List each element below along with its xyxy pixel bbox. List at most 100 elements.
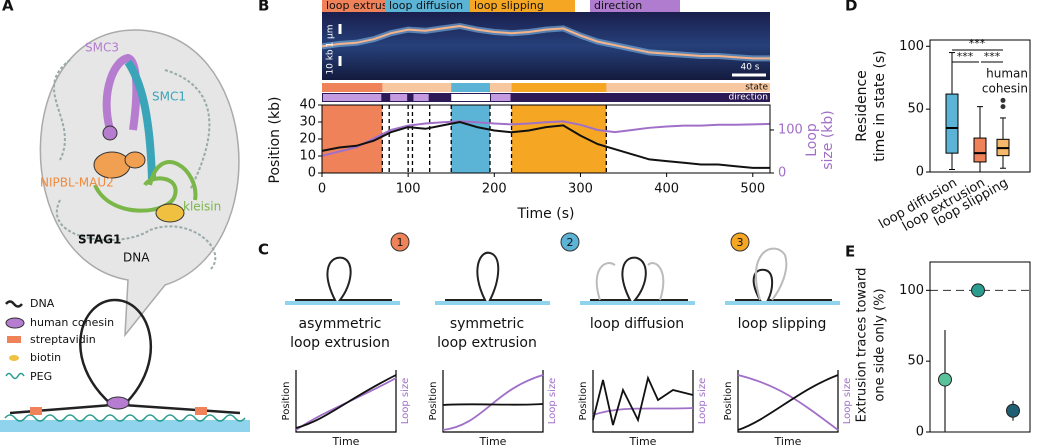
card-label: loop extrusion	[437, 335, 537, 351]
mini-axes	[737, 370, 839, 433]
scale-label: 40 s	[740, 63, 759, 73]
stag1-blob	[155, 203, 185, 223]
bar-label: state	[745, 83, 768, 93]
loop-cartoon	[590, 256, 688, 301]
y-tick-label: 10	[299, 149, 316, 164]
legend-swatch	[385, 0, 470, 12]
significance: ***	[984, 50, 1001, 63]
badge	[560, 232, 580, 252]
mini-y-label: Position	[578, 382, 589, 421]
state-region	[451, 105, 490, 173]
y-tick-label: 0	[916, 425, 924, 440]
legend-label: loop extrusion	[326, 0, 404, 12]
y2-tick-label: 0	[778, 166, 786, 181]
streptavidin-anchor	[30, 407, 42, 415]
part-label: SMC1	[152, 90, 186, 104]
mini-x-label: Time	[774, 435, 802, 448]
panel-a-art	[0, 29, 250, 432]
legend-swatch	[590, 0, 680, 12]
card-label: loop extrusion	[290, 335, 390, 351]
y-tick-label: 30	[299, 115, 316, 130]
kymograph	[322, 12, 770, 80]
plot-frame	[929, 261, 1031, 433]
state-segment	[511, 83, 607, 92]
point	[938, 372, 952, 387]
mini-curve	[592, 407, 694, 416]
mini-y2-label: Loop size	[697, 378, 708, 425]
card-label: loop diffusion	[590, 316, 684, 332]
y-tick-label: 50	[907, 102, 924, 117]
position-line	[321, 120, 770, 169]
significance: ***	[969, 37, 986, 50]
mini-curve	[442, 374, 544, 431]
kymo-trace	[321, 24, 770, 60]
y-tick-label: 0	[308, 166, 316, 181]
card-label: symmetric	[450, 316, 524, 332]
direction-segment	[413, 94, 429, 101]
smc3-arm	[102, 53, 141, 131]
kleisin-ring	[93, 160, 198, 213]
x-tick-label: 100	[396, 182, 421, 197]
tethered-dna	[9, 298, 241, 415]
part-label: STAG1	[78, 233, 121, 247]
mini-x-label: Time	[479, 435, 507, 448]
direction-segment	[491, 94, 511, 101]
nipbl-blob	[124, 151, 146, 169]
note: human	[986, 67, 1028, 81]
mini-curve	[442, 403, 544, 406]
scale-label: 10 kb	[326, 49, 336, 75]
state-segment	[322, 83, 383, 92]
loop-ghost	[754, 247, 788, 301]
x-tick-label: 400	[654, 182, 679, 197]
legend-icon-streptavidin	[7, 336, 21, 343]
y2-axis-label: size (kb)	[820, 110, 836, 170]
scale-label: 1 μm	[326, 24, 336, 47]
y-axis-label: Position (kb)	[267, 97, 283, 184]
badge-label: 1	[397, 236, 404, 249]
smc1-arm	[124, 59, 156, 181]
mini-y2-label: Loop size	[547, 378, 558, 425]
state-segment	[451, 83, 490, 92]
part-label: DNA	[123, 251, 150, 265]
mini-y-label: Position	[428, 382, 439, 421]
legend-icon-peg	[5, 372, 25, 380]
mini-axes	[442, 370, 544, 433]
panel-letter: C	[258, 241, 269, 259]
direction-segment	[323, 94, 382, 101]
legend-swatch	[470, 0, 575, 12]
direction-segment	[451, 94, 490, 101]
box	[973, 137, 987, 163]
y-tick-label: 50	[907, 354, 924, 369]
part-label: SMC3	[85, 41, 119, 55]
point	[971, 283, 985, 298]
badge	[390, 232, 410, 252]
mini-curve	[295, 374, 397, 429]
panel-letter: B	[258, 0, 269, 15]
card-label: asymmetric	[299, 316, 382, 332]
mini-x-label: Time	[332, 435, 360, 448]
legend-swatch	[322, 0, 385, 12]
sig-bracket	[952, 49, 1003, 63]
panel-letter: A	[2, 0, 14, 15]
legend-label: PEG	[30, 370, 52, 383]
mini-curve	[737, 374, 839, 431]
flier	[1000, 104, 1006, 110]
significance: ***	[957, 50, 974, 63]
y-axis-label: Residence	[854, 70, 870, 142]
loop-ghost	[595, 262, 665, 301]
mini-curve	[737, 374, 839, 431]
bar-label: direction	[729, 93, 768, 103]
panel-letter: D	[845, 0, 857, 15]
legend-label: human cohesin	[30, 316, 114, 329]
card-label: loop slipping	[738, 316, 827, 332]
speech-bubble	[39, 29, 240, 338]
y-tick-label: 0	[916, 165, 924, 180]
x-tick-label: 0	[318, 182, 326, 197]
x-tick-label: 200	[482, 182, 507, 197]
loop-cartoon	[735, 268, 832, 301]
direction-bar	[322, 93, 770, 102]
mini-x-label: Time	[629, 435, 657, 448]
y-tick-label: 100	[899, 39, 924, 54]
cohesin-on-dna	[106, 396, 130, 410]
legend-label: streptavidin	[30, 333, 96, 346]
